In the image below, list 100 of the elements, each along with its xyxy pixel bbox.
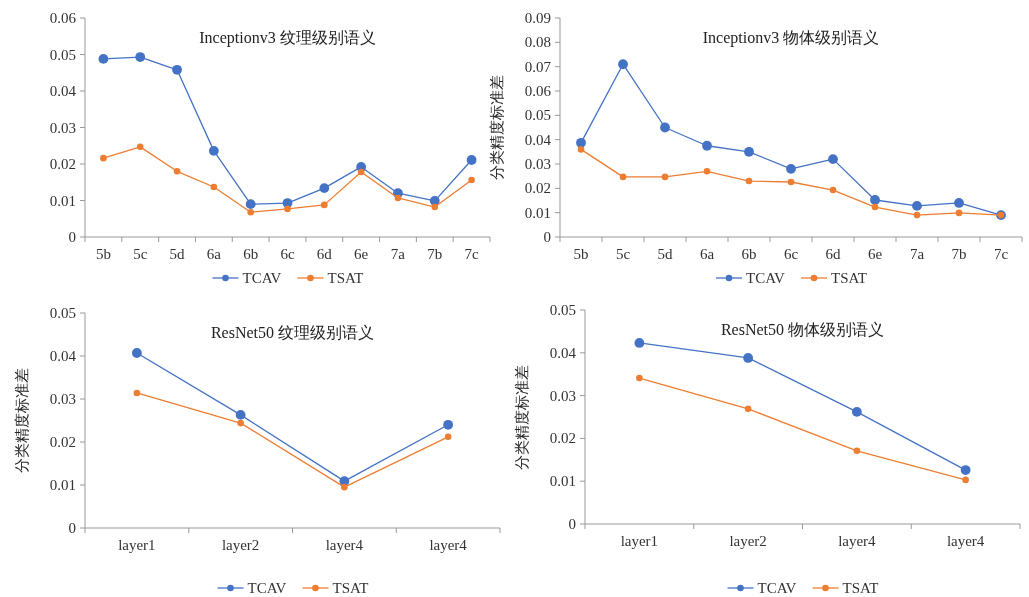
text: Inceptionv3 物体级别语义: [702, 29, 880, 47]
y-tick-label: 0.03: [49, 391, 76, 407]
y-tick-label: 0.02: [549, 430, 576, 447]
x-tick-label: 6a: [699, 246, 715, 262]
point: [100, 154, 107, 162]
point: [210, 183, 218, 191]
legend-label: TSAT: [831, 270, 867, 286]
x-tick-label: 5c: [615, 246, 631, 262]
x-tick-label: layer4: [325, 537, 364, 553]
x-tick-label: 6d: [825, 246, 841, 262]
point: [133, 389, 141, 397]
point: [135, 52, 146, 62]
point: [851, 406, 862, 417]
x-tick-label: 6b: [741, 246, 757, 262]
point: [98, 53, 109, 64]
point: [962, 476, 969, 484]
y-tick-label: 0.04: [524, 131, 552, 148]
x-tick-label: layer2: [729, 533, 767, 549]
y-axis-title: 分类精度标准差: [14, 368, 30, 473]
y-tick-label: 0.01: [49, 477, 76, 493]
y-tick-label: 0.05: [49, 305, 76, 321]
y-axis-title: 分类精度标准差: [514, 364, 530, 470]
point: [394, 194, 402, 202]
legend-label: TCAV: [757, 580, 797, 596]
y-tick-label: 0.05: [49, 46, 76, 63]
text: ResNet50 纹理级别语义: [210, 324, 375, 341]
legend-label: TCAV: [746, 270, 786, 286]
legend-label: TSAT: [327, 270, 364, 286]
legend-label: TSAT: [842, 580, 879, 596]
point: [745, 177, 753, 185]
point: [660, 122, 670, 133]
point: [913, 211, 921, 219]
point: [703, 168, 711, 175]
point: [235, 410, 246, 420]
point: [444, 433, 452, 441]
y-tick-label: 0.07: [524, 58, 552, 75]
point: [431, 203, 439, 211]
point: [172, 64, 182, 75]
x-tick-label: 6a: [206, 246, 222, 262]
y-tick-label: 0.04: [49, 348, 77, 364]
x-tick-label: layer2: [221, 537, 260, 553]
y-tick-label: 0: [68, 229, 76, 245]
x-tick-label: 7a: [390, 246, 406, 262]
point: [636, 374, 643, 382]
point: [237, 419, 244, 427]
y-tick-label: 0.03: [549, 387, 576, 404]
x-tick-label: 6e: [354, 246, 369, 262]
x-tick-label: 7b: [951, 246, 967, 262]
x-tick-label: 7c: [464, 246, 479, 262]
point: [960, 465, 971, 475]
y-tick-label: 0.02: [49, 156, 76, 172]
point: [787, 178, 795, 186]
y-tick-label: 0.05: [549, 302, 576, 318]
y-tick-label: 0.01: [524, 204, 551, 221]
y-tick-label: 0.06: [524, 83, 552, 99]
point: [131, 348, 142, 358]
x-tick-label: 7b: [427, 246, 443, 262]
legend-label: TCAV: [242, 270, 282, 286]
y-tick-label: 0.03: [524, 156, 551, 172]
point: [357, 168, 365, 176]
point: [786, 163, 796, 174]
x-tick-label: 5d: [169, 246, 186, 262]
point: [912, 200, 922, 211]
x-tick-label: 6c: [280, 246, 295, 262]
x-tick-label: 5d: [657, 246, 673, 262]
point: [443, 419, 454, 430]
point: [208, 145, 219, 156]
y-tick-label: 0.05: [524, 107, 551, 124]
point: [661, 173, 669, 181]
point: [829, 186, 837, 194]
x-tick-label: 7c: [993, 246, 1009, 262]
point: [744, 405, 752, 413]
x-tick-label: layer1: [118, 537, 156, 553]
y-tick-label: 0.08: [524, 34, 551, 51]
x-tick-label: layer4: [946, 533, 985, 549]
y-tick-label: 0: [568, 516, 576, 532]
point: [284, 205, 291, 213]
y-tick-label: 0.03: [49, 119, 76, 136]
point: [136, 143, 144, 151]
point: [577, 146, 585, 153]
y-tick-label: 0.04: [549, 344, 577, 361]
point: [828, 154, 838, 165]
y-tick-label: 0.06: [49, 10, 77, 26]
x-tick-label: layer4: [429, 537, 468, 553]
point: [744, 146, 754, 157]
legend-label: TSAT: [332, 580, 369, 596]
point: [173, 168, 181, 175]
x-tick-label: layer4: [838, 533, 877, 549]
point: [870, 195, 880, 205]
point: [619, 173, 627, 181]
point: [319, 183, 330, 193]
point: [634, 338, 645, 348]
y-tick-label: 0.09: [524, 10, 551, 26]
y-tick-label: 0.04: [49, 83, 77, 99]
point: [341, 483, 348, 491]
point: [245, 199, 256, 210]
text: ResNet50 物体级别语义: [720, 321, 885, 338]
x-tick-label: 6c: [783, 246, 799, 262]
x-tick-label: 7a: [909, 246, 925, 262]
point: [743, 353, 754, 363]
